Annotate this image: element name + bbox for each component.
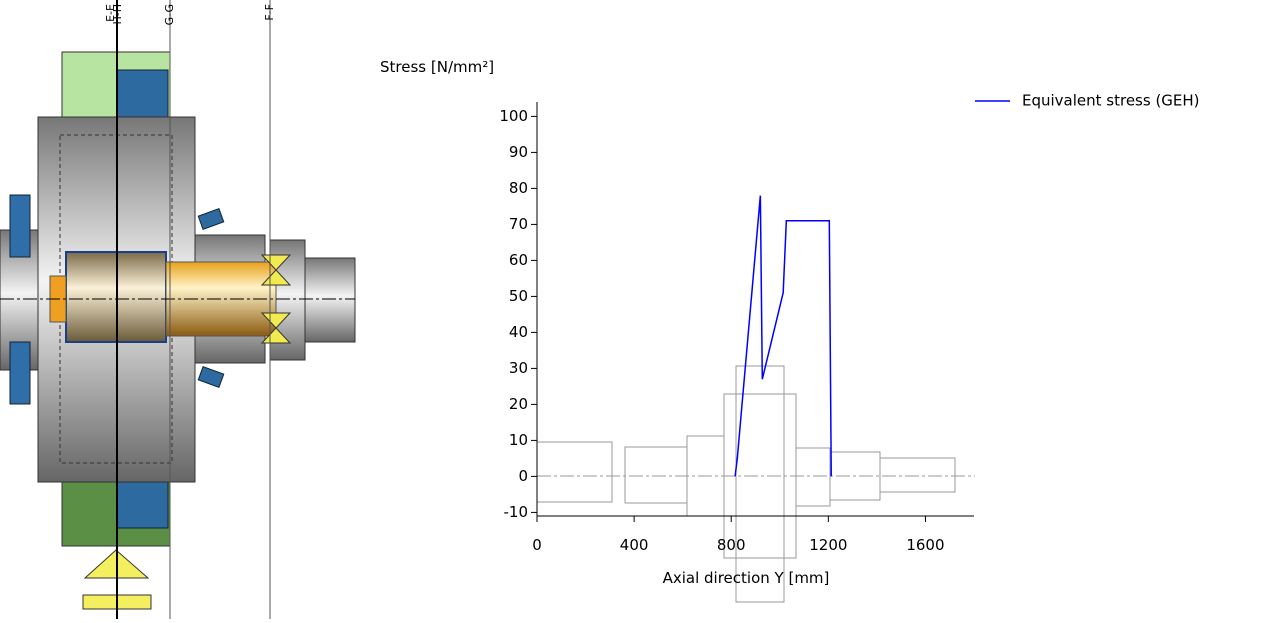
y-tick-label: 70	[509, 215, 528, 233]
stress-line	[734, 195, 832, 477]
y-tick-label: 10	[509, 431, 528, 449]
x-axis-title: Axial direction Y [mm]	[663, 569, 830, 587]
y-tick-label: 60	[509, 251, 528, 269]
y-tick-label: 20	[509, 395, 528, 413]
shaft-drawing: E-E H-H G-G F-F	[0, 0, 356, 619]
y-tick-label: 0	[518, 467, 528, 485]
shaft-outline	[536, 365, 975, 603]
legend-label: Equivalent stress (GEH)	[1022, 92, 1200, 110]
y-tick-label: 80	[509, 179, 528, 197]
y-tick-label: 90	[509, 143, 528, 161]
y-tick-label: 100	[499, 107, 528, 125]
y-tick-label: 30	[509, 359, 528, 377]
x-tick-label: 1200	[809, 536, 847, 554]
section-label: F-F	[263, 4, 276, 21]
section-label: H-H	[111, 4, 124, 25]
y-tick-label: 50	[509, 287, 528, 305]
x-tick-label: 400	[620, 536, 649, 554]
y-tick-label: 40	[509, 323, 528, 341]
section-label: E-E	[104, 4, 117, 22]
section-label: G-G	[163, 4, 176, 25]
x-tick-label: 1600	[906, 536, 944, 554]
x-tick-label: 0	[532, 536, 542, 554]
y-axis-title: Stress [N/mm²]	[380, 58, 494, 76]
y-tick-label: -10	[504, 503, 529, 521]
x-tick-label: 800	[717, 536, 746, 554]
